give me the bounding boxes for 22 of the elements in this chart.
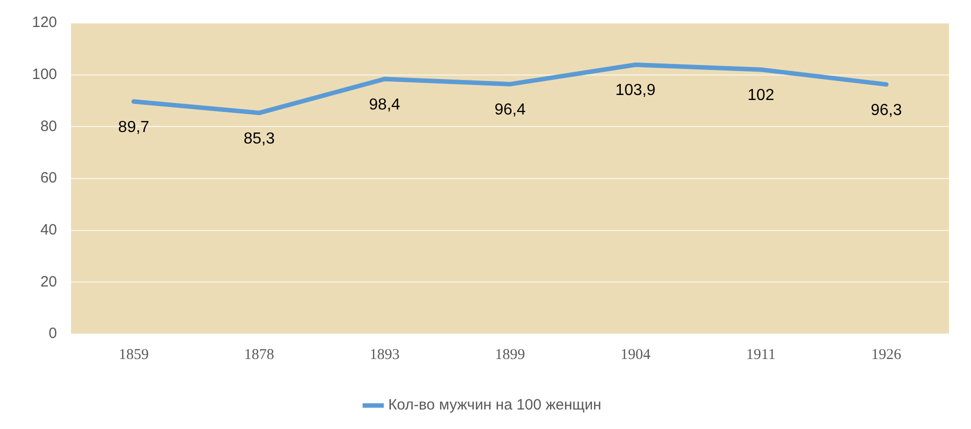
- x-tick-label: 1899: [495, 346, 526, 363]
- data-label: 96,4: [494, 102, 526, 119]
- y-tick-label: 120: [32, 14, 58, 32]
- x-tick-label: 1926: [871, 346, 902, 363]
- data-label: 98,4: [369, 96, 400, 114]
- x-tick-label: 1859: [118, 346, 149, 363]
- data-label: 89,7: [118, 118, 150, 136]
- x-tick-label: 1893: [370, 346, 400, 363]
- y-tick-label: 60: [40, 170, 58, 187]
- y-tick-label: 100: [32, 66, 58, 83]
- data-label: 103,9: [615, 82, 656, 100]
- x-tick-label: 1904: [620, 346, 651, 363]
- data-label: 85,3: [244, 130, 275, 148]
- y-tick-label: 0: [48, 325, 58, 342]
- legend-label: Кол-во мужчин на 100 женщин: [388, 396, 602, 414]
- x-tick-label: 1911: [746, 346, 776, 363]
- data-label: 96,3: [870, 102, 902, 119]
- data-label: 102: [748, 87, 774, 104]
- y-tick-label: 80: [40, 118, 58, 135]
- x-tick-label: 1878: [244, 346, 274, 363]
- y-tick-label: 20: [40, 273, 58, 290]
- y-tick-label: 40: [40, 221, 58, 238]
